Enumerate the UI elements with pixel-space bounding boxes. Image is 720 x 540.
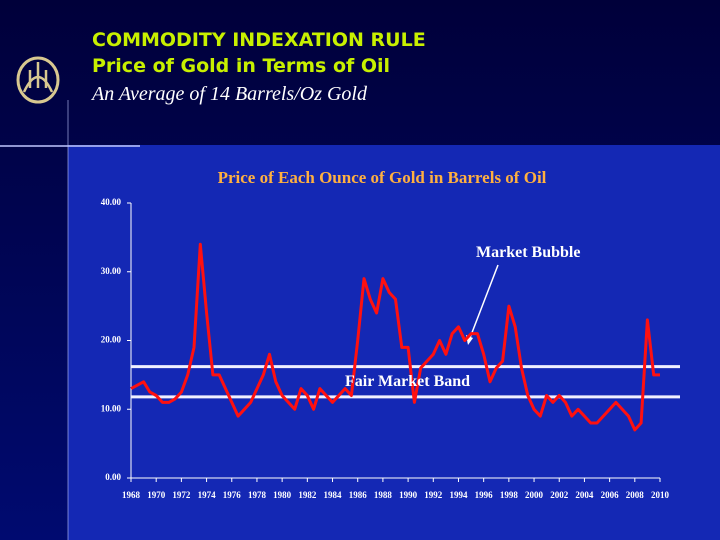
slide-title: COMMODITY INDEXATION RULE — [92, 29, 426, 51]
y-tick-label: 20.00 — [101, 335, 122, 345]
y-tick-label: 40.00 — [101, 197, 122, 207]
chart-panel — [68, 145, 720, 540]
y-tick-label: 30.00 — [101, 266, 122, 276]
x-tick-label: 1992 — [424, 490, 443, 500]
slide-note: An Average of 14 Barrels/Oz Gold — [90, 83, 368, 105]
slide-subtitle: Price of Gold in Terms of Oil — [92, 55, 390, 77]
x-tick-label: 1982 — [298, 490, 317, 500]
arrow — [467, 264, 499, 344]
x-tick-label: 1994 — [449, 490, 468, 500]
x-tick-label: 1974 — [198, 490, 217, 500]
x-tick-label: 1970 — [147, 490, 166, 500]
y-tick-label: 0.00 — [105, 472, 121, 482]
x-tick-label: 2008 — [626, 490, 645, 500]
x-tick-label: 1998 — [500, 490, 519, 500]
x-tick-label: 1968 — [122, 490, 141, 500]
x-tick-label: 1984 — [324, 490, 343, 500]
x-tick-label: 1990 — [399, 490, 418, 500]
x-tick-label: 1988 — [374, 490, 393, 500]
data-line — [130, 242, 660, 432]
x-tick-label: 1978 — [248, 490, 267, 500]
x-tick-label: 1996 — [475, 490, 494, 500]
x-tick-label: 2004 — [575, 490, 594, 500]
x-tick-label: 1986 — [349, 490, 368, 500]
x-tick-label: 1980 — [273, 490, 292, 500]
x-tick-label: 2006 — [601, 490, 620, 500]
logo — [16, 56, 60, 104]
x-tick-label: 2000 — [525, 490, 544, 500]
x-tick-label: 2010 — [651, 490, 670, 500]
chart-title: Price of Each Ounce of Gold in Barrels o… — [218, 168, 547, 187]
x-tick-label: 1976 — [223, 490, 242, 500]
annotation: Market Bubble — [476, 244, 580, 261]
y-tick-label: 10.00 — [101, 403, 122, 413]
x-tick-label: 2002 — [550, 490, 569, 500]
annotation: Fair Market Band — [345, 373, 470, 390]
x-tick-label: 1972 — [172, 490, 191, 500]
